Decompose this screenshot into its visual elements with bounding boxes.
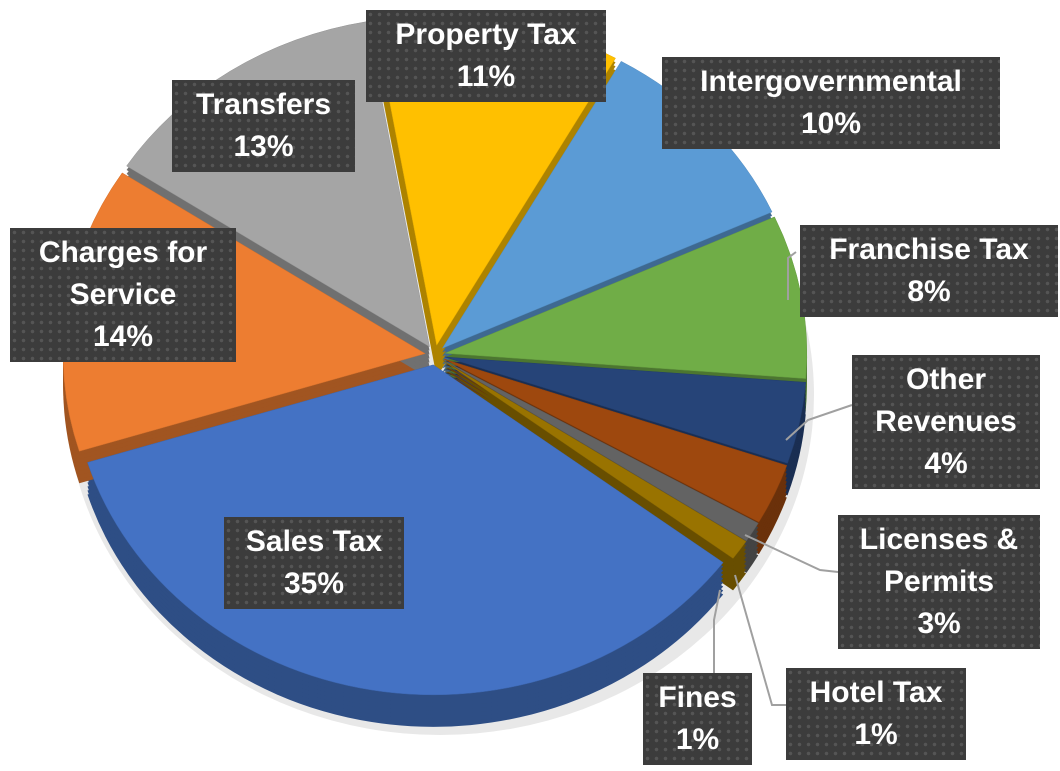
leader-line bbox=[713, 589, 721, 673]
slice bbox=[444, 358, 788, 523]
category-label: Other Revenues bbox=[875, 363, 1017, 438]
category-label: Charges for Service bbox=[38, 236, 208, 311]
data-label: Hotel Tax 1% bbox=[786, 668, 966, 760]
slice bbox=[87, 364, 724, 696]
data-label: Intergovernmental 10% bbox=[662, 57, 1000, 149]
category-label: Fines bbox=[658, 681, 737, 714]
category-label: Intergovernmental bbox=[700, 65, 962, 98]
slice bbox=[444, 356, 806, 464]
value-label: 10% bbox=[800, 107, 862, 140]
data-label: Sales Tax 35% bbox=[224, 517, 404, 609]
data-label: Franchise Tax 8% bbox=[800, 225, 1058, 317]
data-label: Transfers 13% bbox=[172, 80, 355, 172]
value-label: 1% bbox=[675, 723, 720, 756]
value-label: 8% bbox=[907, 275, 951, 308]
category-label: Licenses & Permits bbox=[859, 523, 1019, 598]
data-label: Licenses & Permits 3% bbox=[838, 515, 1040, 649]
category-label: Transfers bbox=[195, 88, 332, 121]
value-label: 14% bbox=[92, 320, 154, 353]
leader-line bbox=[787, 251, 797, 300]
value-label: 35% bbox=[283, 567, 345, 600]
value-label: 3% bbox=[917, 607, 961, 640]
category-label: Sales Tax bbox=[245, 525, 383, 558]
category-label: Franchise Tax bbox=[829, 233, 1029, 266]
slice bbox=[443, 360, 747, 559]
value-label: 1% bbox=[854, 718, 898, 751]
leader-line bbox=[785, 404, 853, 441]
data-label: Fines 1% bbox=[643, 673, 752, 765]
category-label: Property Tax bbox=[395, 18, 577, 51]
data-label: Charges for Service 14% bbox=[10, 228, 236, 362]
data-label: Other Revenues 4% bbox=[852, 355, 1040, 489]
value-label: 11% bbox=[456, 60, 516, 93]
leader-line bbox=[744, 534, 839, 573]
category-label: Hotel Tax bbox=[809, 676, 943, 709]
value-label: 4% bbox=[924, 447, 968, 480]
slice bbox=[443, 359, 759, 542]
value-label: 13% bbox=[233, 130, 294, 163]
data-label: Property Tax 11% bbox=[366, 10, 606, 102]
leader-line bbox=[734, 574, 786, 706]
